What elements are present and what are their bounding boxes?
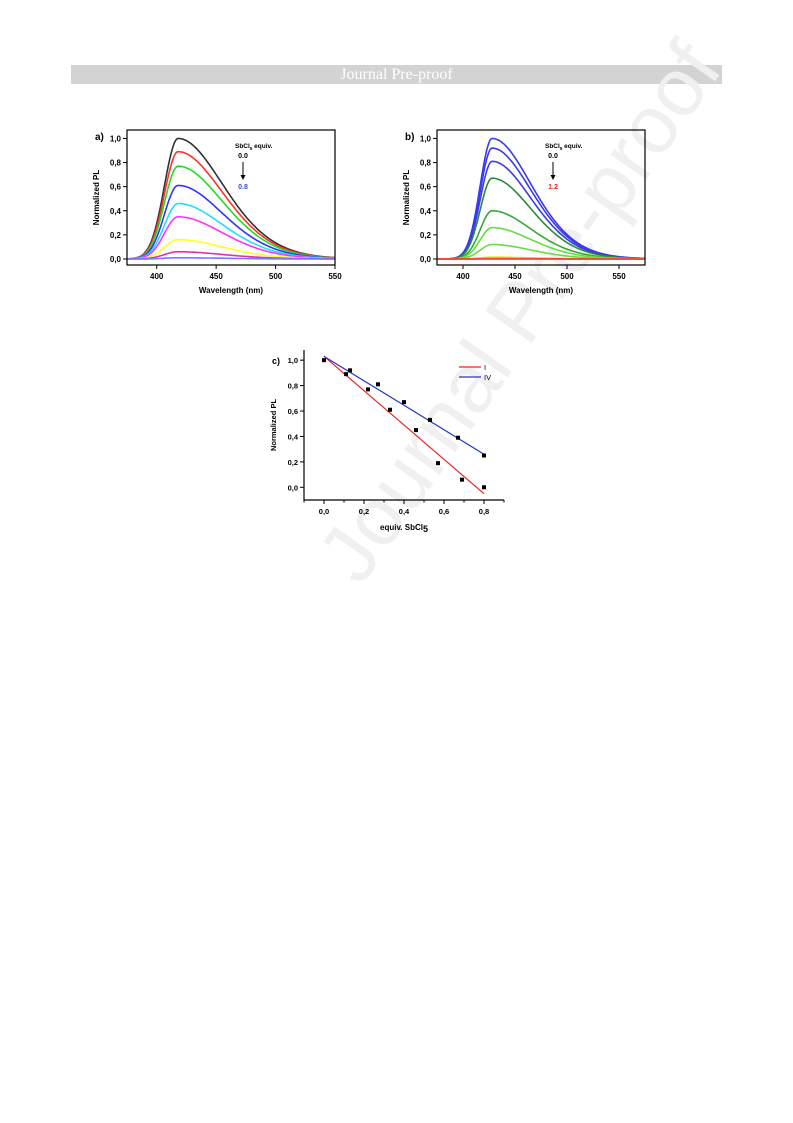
x-tick-label: 0,8 [479, 507, 489, 516]
data-point [366, 387, 370, 392]
data-point [322, 358, 326, 363]
y-tick-label: 0,6 [420, 183, 432, 192]
annotation-title: SbCl5 equiv. [235, 143, 273, 151]
data-point [482, 485, 486, 490]
annotation-title-main: SbCl [545, 143, 560, 150]
x-tick-label: 450 [209, 272, 223, 281]
x-axis-label: Wavelength (nm) [199, 286, 263, 295]
data-point [428, 417, 432, 422]
annotation-start: 0.0 [548, 153, 558, 160]
y-tick-label: 0,4 [110, 207, 122, 216]
spectrum-line [437, 137, 645, 260]
plot-frame [436, 129, 646, 266]
panel-label: a) [95, 132, 104, 143]
x-axis-label-sub: 5 [423, 524, 428, 534]
y-axis-label: Normalized PL [269, 399, 278, 452]
y-axis-label: Normalized PL [402, 170, 411, 226]
data-point [376, 382, 380, 387]
data-point [456, 435, 460, 440]
y-tick-label: 0,2 [420, 231, 432, 240]
annotation-end: 0.8 [238, 184, 248, 191]
data-point [414, 428, 418, 433]
y-tick-label: 0,4 [288, 432, 299, 441]
legend-label: IV [484, 373, 491, 382]
x-tick-label: 550 [612, 272, 626, 281]
y-tick-label: 0,0 [110, 255, 122, 264]
annotation-end: 1.2 [548, 184, 558, 191]
y-tick-label: 0,8 [420, 159, 432, 168]
data-point [388, 407, 392, 412]
fit-line [323, 355, 485, 495]
y-tick-label: 0,6 [110, 183, 122, 192]
panel-label: c) [272, 356, 280, 366]
spectrum-line [127, 216, 335, 260]
y-tick-label: 0,2 [110, 231, 122, 240]
data-point [482, 453, 486, 458]
chart-a: a) 0,0 0,2 0,4 0,6 0,8 1,0 400 450 500 550 Waveleng… [92, 129, 342, 295]
annotation-title-suffix: equiv. [252, 143, 272, 150]
y-tick-label: 0,8 [288, 382, 298, 391]
panel-label: b) [405, 132, 414, 143]
data-point [344, 372, 348, 377]
x-tick-label: 550 [328, 272, 342, 281]
x-tick-label: 0,6 [439, 507, 449, 516]
annotation-arrow-head [550, 175, 556, 180]
y-tick-label: 0,0 [420, 255, 432, 264]
annotation-title: SbCl5 equiv. [545, 143, 583, 151]
y-tick-label: 1,0 [288, 356, 298, 365]
annotation-arrow-head [240, 175, 246, 180]
annotation-start: 0.0 [238, 153, 248, 160]
chart-b: b) 0,0 0,2 0,4 0,6 0,8 1,0 400 450 500 550 Waveleng… [402, 129, 646, 295]
data-point [460, 477, 464, 482]
curves [437, 137, 645, 260]
x-tick-label: 400 [150, 272, 164, 281]
data-point [402, 400, 406, 405]
annotation-title-sub: 5 [560, 146, 563, 151]
data-point [348, 368, 352, 373]
spectrum-line [127, 257, 335, 260]
x-tick-label: 500 [560, 272, 574, 281]
chart-c: c) 0,0 0,2 0,4 0,6 0,8 1,0 0,0 0,2 0,4 0,6 0,8 equiv… [269, 350, 505, 534]
x-tick-label: 500 [269, 272, 283, 281]
spectrum-line [127, 150, 335, 260]
y-tick-label: 1,0 [110, 134, 122, 143]
legend-label: I [484, 363, 486, 372]
journal-header: Journal Pre-proof [71, 65, 722, 84]
x-tick-label: 0,4 [399, 507, 410, 516]
x-axis-label: equiv. SbCl5 [380, 523, 428, 534]
spectrum-line [437, 147, 645, 260]
annotation-title-suffix: equiv. [562, 143, 582, 150]
y-tick-label: 0,2 [288, 458, 298, 467]
x-tick-label: 400 [456, 272, 470, 281]
y-tick-label: 0,0 [288, 483, 298, 492]
data-point [436, 461, 440, 466]
annotation-title-main: SbCl [235, 143, 250, 150]
y-tick-label: 0,4 [420, 207, 432, 216]
spectrum-line [127, 165, 335, 260]
x-tick-label: 0,0 [319, 507, 329, 516]
y-tick-label: 0,6 [288, 407, 298, 416]
curves [127, 137, 335, 260]
plot-frame [126, 129, 336, 266]
y-tick-label: 1,0 [420, 134, 432, 143]
x-axis-label-main: equiv. SbCl [380, 523, 423, 532]
x-tick-label: 450 [508, 272, 522, 281]
x-tick-label: 0,2 [359, 507, 369, 516]
y-axis-label: Normalized PL [92, 170, 101, 226]
spectrum-line [437, 177, 645, 260]
spectrum-line [127, 184, 335, 260]
annotation-title-sub: 5 [250, 146, 253, 151]
y-tick-label: 0,8 [110, 159, 122, 168]
x-axis-label: Wavelength (nm) [509, 286, 573, 295]
